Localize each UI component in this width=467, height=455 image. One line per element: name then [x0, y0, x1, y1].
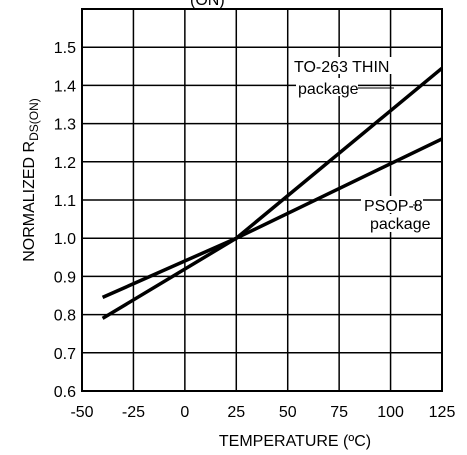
x-tick-labels: -50 -25 0 25 50 75 100 125: [70, 404, 455, 421]
label-mask-to263-line2: [296, 78, 358, 96]
annotation-to263-title: TO-263 THIN: [294, 59, 389, 76]
x-axis-title: TEMPERATURE (ºC): [219, 433, 371, 450]
y-axis-title-subscript: DS(ON): [27, 98, 41, 141]
series-group: [101, 66, 444, 320]
y-tick-labels: 0.6 0.7 0.8 0.9 1.0 1.1 1.2 1.3 1.4 1.5: [54, 40, 76, 401]
y-tick-label: 0.8: [54, 308, 76, 325]
annotation-to263-package: package: [298, 81, 359, 98]
y-tick-label: 0.6: [54, 384, 76, 401]
x-tick-label: 125: [429, 404, 456, 421]
y-tick-label: 1.1: [54, 193, 76, 210]
annotation-psop8-package: package: [370, 216, 431, 233]
label-mask-psop-line2: [368, 214, 436, 232]
label-mask-psop-line1: [361, 196, 423, 213]
clipped-title-fragment: (ON): [190, 0, 225, 9]
annotation-psop8-title: PSOP-8: [364, 198, 423, 215]
y-axis-title-main: NORMALIZED R: [21, 141, 38, 262]
x-tick-label: -50: [70, 404, 93, 421]
plot-frame: [81, 8, 443, 392]
y-tick-label: 1.0: [54, 231, 76, 248]
x-tick-label: 75: [330, 404, 348, 421]
y-tick-label: 1.3: [54, 117, 76, 134]
x-tick-label: 0: [180, 404, 189, 421]
y-tick-label: 1.5: [54, 40, 76, 57]
y-tick-label: 0.9: [54, 269, 76, 286]
x-tick-label: 100: [377, 404, 404, 421]
y-tick-label: 1.4: [54, 78, 76, 95]
x-tick-label: 25: [227, 404, 245, 421]
x-tick-label: 50: [279, 404, 297, 421]
y-tick-label: 0.7: [54, 346, 76, 363]
x-tick-label: -25: [122, 404, 145, 421]
y-tick-label: 1.2: [54, 155, 76, 172]
label-mask-to263-line1: [292, 57, 422, 74]
series-line-psop8: [101, 137, 443, 300]
y-axis-title: NORMALIZED RDS(ON): [21, 98, 41, 262]
